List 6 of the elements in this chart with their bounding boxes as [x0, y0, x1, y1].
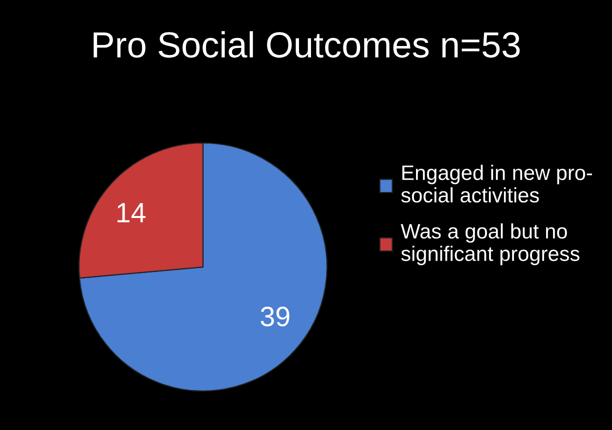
chart-title: Pro Social Outcomes n=53 [94, 31, 520, 58]
data-label: 14 [118, 203, 146, 222]
legend-label: Engaged in new pro- social activities [401, 164, 592, 203]
pie-slice [78, 142, 328, 392]
legend-label: Was a goal but no significant progress [400, 223, 580, 266]
data-label: 39 [260, 306, 290, 326]
